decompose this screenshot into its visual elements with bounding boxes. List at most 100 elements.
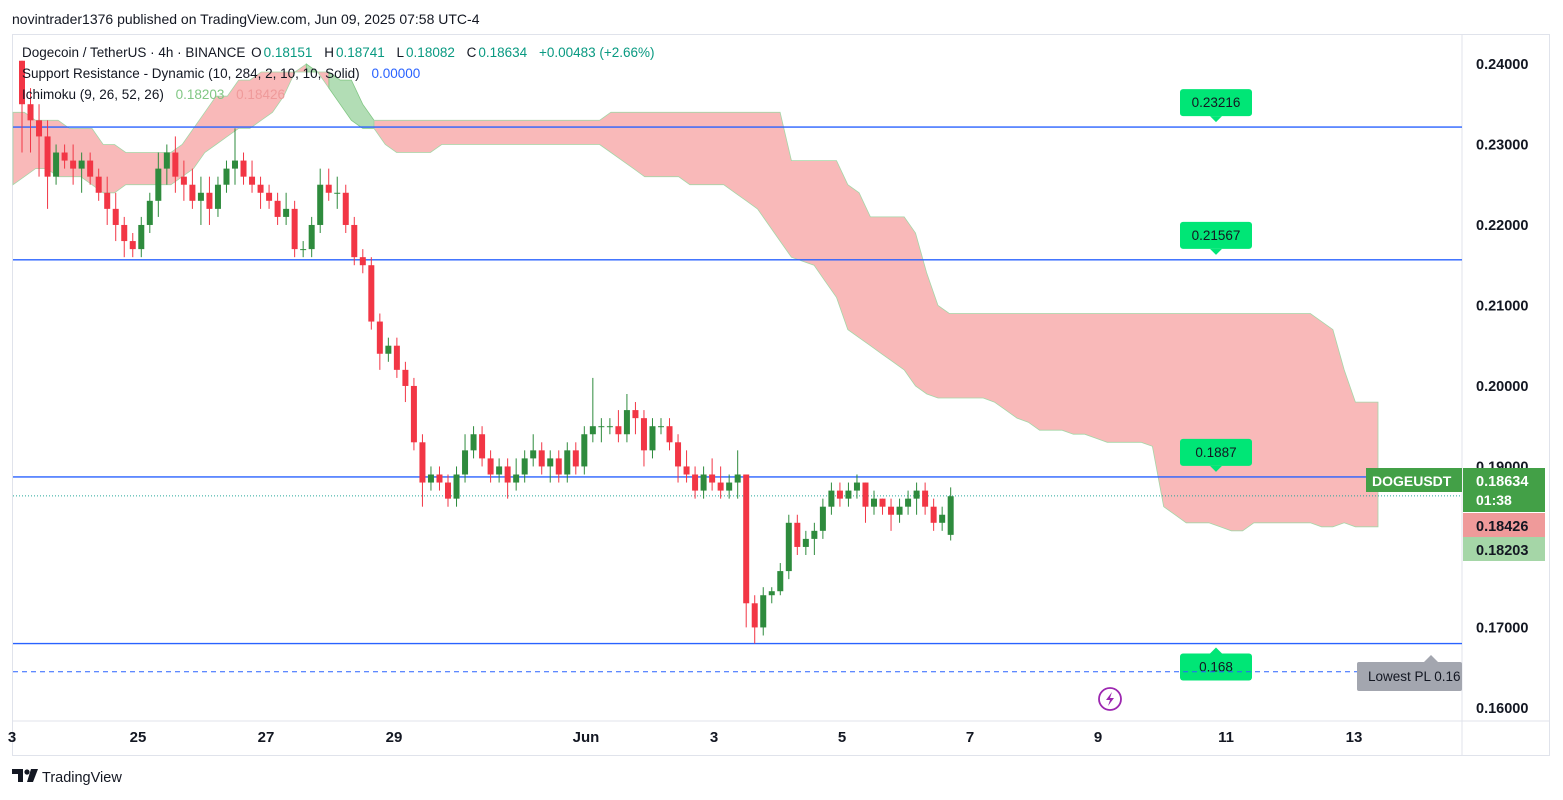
candle-body bbox=[249, 176, 256, 185]
candle-body bbox=[930, 506, 937, 523]
candle-body bbox=[36, 120, 43, 137]
lowest-pl-tag bbox=[1357, 662, 1462, 691]
candle-body bbox=[342, 192, 349, 225]
symbol-price-tag bbox=[1366, 468, 1462, 492]
candle-body bbox=[700, 474, 707, 491]
candle-body bbox=[87, 160, 94, 177]
candle-body bbox=[811, 530, 818, 539]
candle-body bbox=[402, 369, 409, 386]
candles-layer bbox=[19, 60, 954, 644]
y-tick-label: 0.20000 bbox=[1476, 379, 1528, 395]
candle-body bbox=[393, 345, 400, 370]
candle-body bbox=[180, 176, 187, 185]
indicator-ichimoku-value-b: 0.18426 bbox=[236, 87, 285, 102]
span-a-price-value: 0.18203 bbox=[1476, 543, 1528, 559]
candle-body bbox=[632, 410, 639, 419]
candle-body bbox=[317, 184, 324, 225]
candle-body bbox=[419, 442, 426, 483]
candle-body bbox=[470, 434, 477, 451]
tradingview-footer[interactable]: TradingView bbox=[12, 769, 122, 786]
y-tick-label: 0.23000 bbox=[1476, 137, 1528, 153]
candle-body bbox=[896, 506, 903, 515]
candle-body bbox=[905, 498, 912, 507]
open-label: O bbox=[251, 45, 262, 60]
candle-body bbox=[78, 160, 85, 169]
candle-body bbox=[496, 466, 503, 475]
candle-body bbox=[359, 257, 366, 266]
indicator-legend-sr[interactable]: Support Resistance - Dynamic (10, 284, 2… bbox=[22, 66, 422, 81]
candle-body bbox=[598, 426, 605, 428]
candle-body bbox=[760, 595, 767, 628]
candle-body bbox=[266, 192, 273, 201]
candle-body bbox=[785, 522, 792, 572]
candle-body bbox=[649, 426, 656, 451]
candle-body bbox=[836, 490, 843, 499]
ichimoku-cloud-layer bbox=[12, 63, 1379, 532]
x-tick-label: 7 bbox=[966, 729, 974, 746]
sr-level-tag-pointer bbox=[1210, 116, 1222, 123]
sr-level-label: 0.1887 bbox=[1195, 445, 1236, 460]
lowest-pl-label: Lowest PL 0.16 bbox=[1368, 669, 1461, 684]
candle-body bbox=[368, 265, 375, 322]
last-price-tag bbox=[1463, 468, 1545, 512]
sr-level-label: 0.21567 bbox=[1192, 228, 1241, 243]
x-tick-label: 5 bbox=[838, 729, 846, 746]
candle-body bbox=[325, 184, 332, 193]
published-line: novintrader1376 published on TradingView… bbox=[12, 11, 480, 27]
support-resistance-layer: 0.23216 0.21567 0.1887 0.168 Lowest PL 0.16 bbox=[13, 89, 1462, 691]
candle-body bbox=[819, 506, 826, 531]
candle-body bbox=[155, 168, 162, 201]
x-tick-label: 27 bbox=[258, 729, 275, 746]
candle-body bbox=[385, 345, 392, 354]
candle-body bbox=[197, 192, 204, 201]
candle-body bbox=[453, 474, 460, 499]
indicator-sr-name: Support Resistance - Dynamic (10, 284, 2… bbox=[22, 66, 360, 81]
y-tick-label: 0.22000 bbox=[1476, 218, 1528, 234]
candle-body bbox=[257, 184, 264, 193]
candle-body bbox=[794, 522, 801, 547]
tradingview-brand: TradingView bbox=[42, 769, 122, 786]
x-tick-label: 3 bbox=[710, 729, 718, 746]
candle-body bbox=[479, 434, 486, 459]
close-label: C bbox=[466, 45, 477, 60]
candle-body bbox=[112, 208, 119, 225]
y-tick-label: 0.21000 bbox=[1476, 298, 1528, 314]
candle-body bbox=[376, 321, 383, 354]
candle-body bbox=[581, 434, 588, 467]
indicator-legend-ichimoku[interactable]: Ichimoku (9, 26, 52, 26) 0.18203 0.18426 bbox=[22, 87, 287, 102]
span-b-price-value: 0.18426 bbox=[1476, 519, 1528, 535]
candle-body bbox=[172, 152, 179, 177]
candle-body bbox=[232, 160, 238, 169]
candle-body bbox=[726, 482, 733, 491]
candle-body bbox=[683, 466, 690, 475]
x-tick-label: 29 bbox=[386, 729, 403, 746]
sr-level-tag-pointer bbox=[1210, 248, 1222, 255]
y-tick-label: 0.17000 bbox=[1476, 620, 1528, 636]
sr-level-tag bbox=[1180, 653, 1252, 681]
indicator-ichimoku-value-a: 0.18203 bbox=[175, 87, 225, 102]
candle-body bbox=[410, 385, 417, 443]
candle-body bbox=[70, 160, 77, 169]
sr-level-tag bbox=[1180, 438, 1252, 466]
candle-body bbox=[129, 241, 136, 250]
candle-body bbox=[623, 410, 630, 435]
candle-body bbox=[564, 450, 571, 475]
candle-body bbox=[692, 474, 699, 491]
x-tick-label: 3 bbox=[8, 729, 16, 746]
candle-body bbox=[717, 482, 724, 491]
ichimoku-cloud-bullish bbox=[305, 63, 319, 73]
candle-body bbox=[291, 208, 298, 250]
symbol-legend[interactable]: Dogecoin / TetherUS · 4h · BINANCE O 0.18… bbox=[22, 45, 657, 60]
candle-body bbox=[146, 200, 153, 225]
alert-lightning-icon[interactable] bbox=[1098, 687, 1122, 711]
candle-body bbox=[658, 426, 664, 428]
candle-body bbox=[828, 490, 835, 507]
candle-body bbox=[189, 184, 196, 201]
symbol-tag-label: DOGEUSDT bbox=[1372, 473, 1452, 489]
candle-body bbox=[274, 200, 281, 217]
candle-body bbox=[138, 224, 145, 250]
candle-body bbox=[862, 482, 869, 507]
tradingview-logo-icon bbox=[12, 769, 38, 786]
span-a-price-tag bbox=[1463, 537, 1545, 561]
